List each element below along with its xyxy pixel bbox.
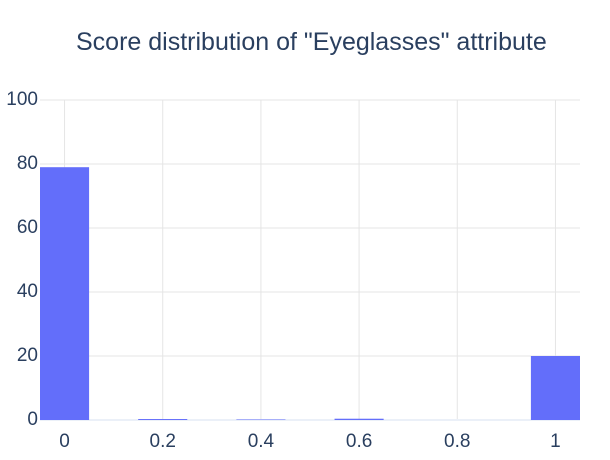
y-tick-label: 0 (27, 409, 38, 430)
y-tick-label: 100 (6, 89, 38, 110)
x-tick-label: 0.8 (444, 431, 470, 452)
x-tick-label: 0.4 (248, 431, 275, 452)
histogram-bar (334, 418, 384, 420)
histogram-bar (236, 419, 286, 420)
x-tick-label: 1 (550, 431, 561, 452)
histogram-bar (530, 356, 580, 420)
gridlines (40, 99, 580, 421)
y-tick-label: 40 (17, 281, 38, 302)
histogram-bar (40, 167, 90, 420)
y-tick-label: 80 (17, 153, 38, 174)
x-tick-label: 0.2 (150, 431, 176, 452)
chart-title: Score distribution of "Eyeglasses" attri… (76, 28, 547, 56)
y-tick-label: 20 (17, 345, 38, 366)
x-axis-ticks: 0 0.2 0.4 0.6 0.8 1 (59, 431, 560, 452)
x-tick-label: 0.6 (346, 431, 372, 452)
y-tick-label: 60 (17, 217, 38, 238)
y-axis-ticks: 0 20 40 60 80 100 (6, 89, 38, 430)
histogram-bar (138, 419, 188, 420)
bars (40, 167, 580, 420)
x-tick-label: 0 (59, 431, 70, 452)
